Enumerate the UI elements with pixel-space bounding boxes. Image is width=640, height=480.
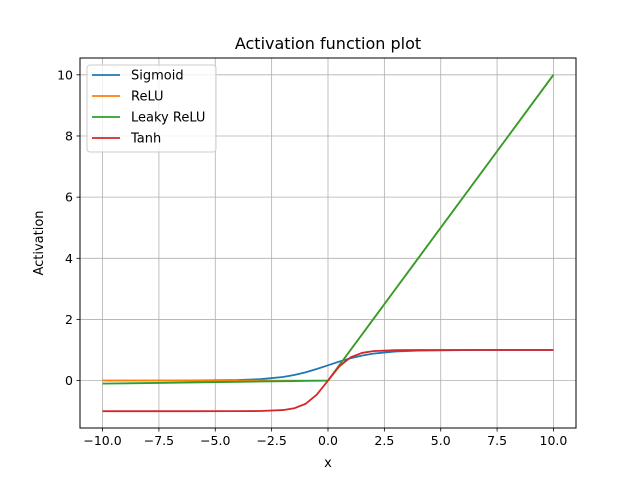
y-tick-label: 8 — [65, 128, 73, 143]
x-tick-label: 0.0 — [318, 433, 338, 448]
x-tick-label: −10.0 — [83, 433, 121, 448]
series-lines — [102, 74, 555, 413]
legend-label-tanh: Tanh — [130, 132, 161, 147]
legend-label-leaky-relu: Leaky ReLU — [131, 111, 205, 126]
y-tick-label: 2 — [65, 312, 73, 327]
y-tick-label: 4 — [65, 251, 73, 266]
x-tick-label: −5.0 — [200, 433, 230, 448]
legend-label-sigmoid: Sigmoid — [131, 69, 184, 84]
legend-items: Sigmoid ReLU Leaky ReLU Tanh — [92, 69, 205, 147]
x-tick-label: −7.5 — [144, 433, 174, 448]
y-tick-label: 10 — [57, 67, 73, 82]
x-tick-label: 5.0 — [431, 433, 451, 448]
tanh-series-line — [102, 349, 554, 413]
chart-title: Activation function plot — [235, 34, 421, 53]
y-tick-label: 6 — [65, 190, 73, 205]
axis-ticks: −10.0 −7.5 −5.0 −2.5 0.0 2.5 5.0 7.5 10.0 0 2 4 6 8 10 — [57, 67, 567, 448]
legend: Sigmoid ReLU Leaky ReLU Tanh — [86, 64, 217, 153]
x-tick-label: 7.5 — [487, 433, 507, 448]
legend-box — [86, 64, 217, 153]
x-tick-label: 2.5 — [374, 433, 394, 448]
x-axis-label: x — [324, 456, 332, 471]
x-tick-label: 10.0 — [540, 433, 568, 448]
y-tick-label: 0 — [65, 373, 73, 388]
legend-label-relu: ReLU — [131, 90, 164, 105]
y-axis-label: Activation — [32, 210, 47, 275]
x-tick-label: −2.5 — [256, 433, 286, 448]
